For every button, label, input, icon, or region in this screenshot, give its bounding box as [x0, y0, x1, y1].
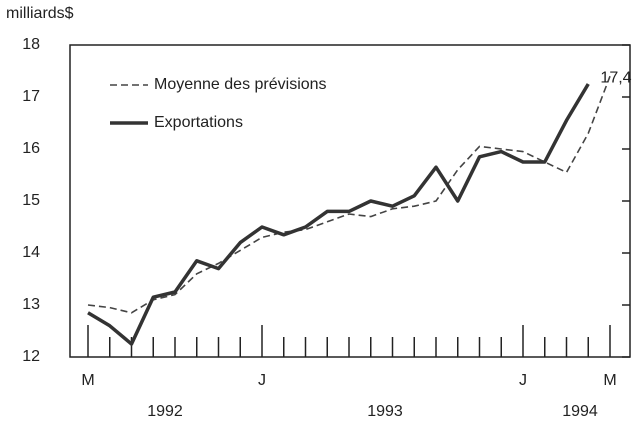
legend-label: Moyenne des prévisions	[154, 76, 327, 93]
x-tick-label: J	[258, 372, 266, 389]
series-line	[87, 75, 611, 314]
y-tick-label: 16	[22, 140, 40, 157]
y-tick-label: 14	[22, 244, 40, 261]
y-tick-label: 13	[22, 296, 40, 313]
x-tick-label: M	[81, 372, 94, 389]
year-label: 1992	[147, 403, 183, 420]
y-tick-label: 12	[22, 348, 40, 365]
year-label: 1994	[562, 403, 598, 420]
y-tick-label: 15	[22, 192, 40, 209]
y-tick-label: 17	[22, 88, 40, 105]
y-tick-label: 18	[22, 36, 40, 53]
value-label: 17,4	[600, 69, 631, 86]
series-line	[87, 83, 590, 346]
legend-label: Exportations	[154, 114, 243, 131]
year-label: 1993	[367, 403, 403, 420]
x-tick-label: M	[603, 372, 616, 389]
x-tick-label: J	[519, 372, 527, 389]
y-axis-label: milliards$	[6, 5, 74, 22]
